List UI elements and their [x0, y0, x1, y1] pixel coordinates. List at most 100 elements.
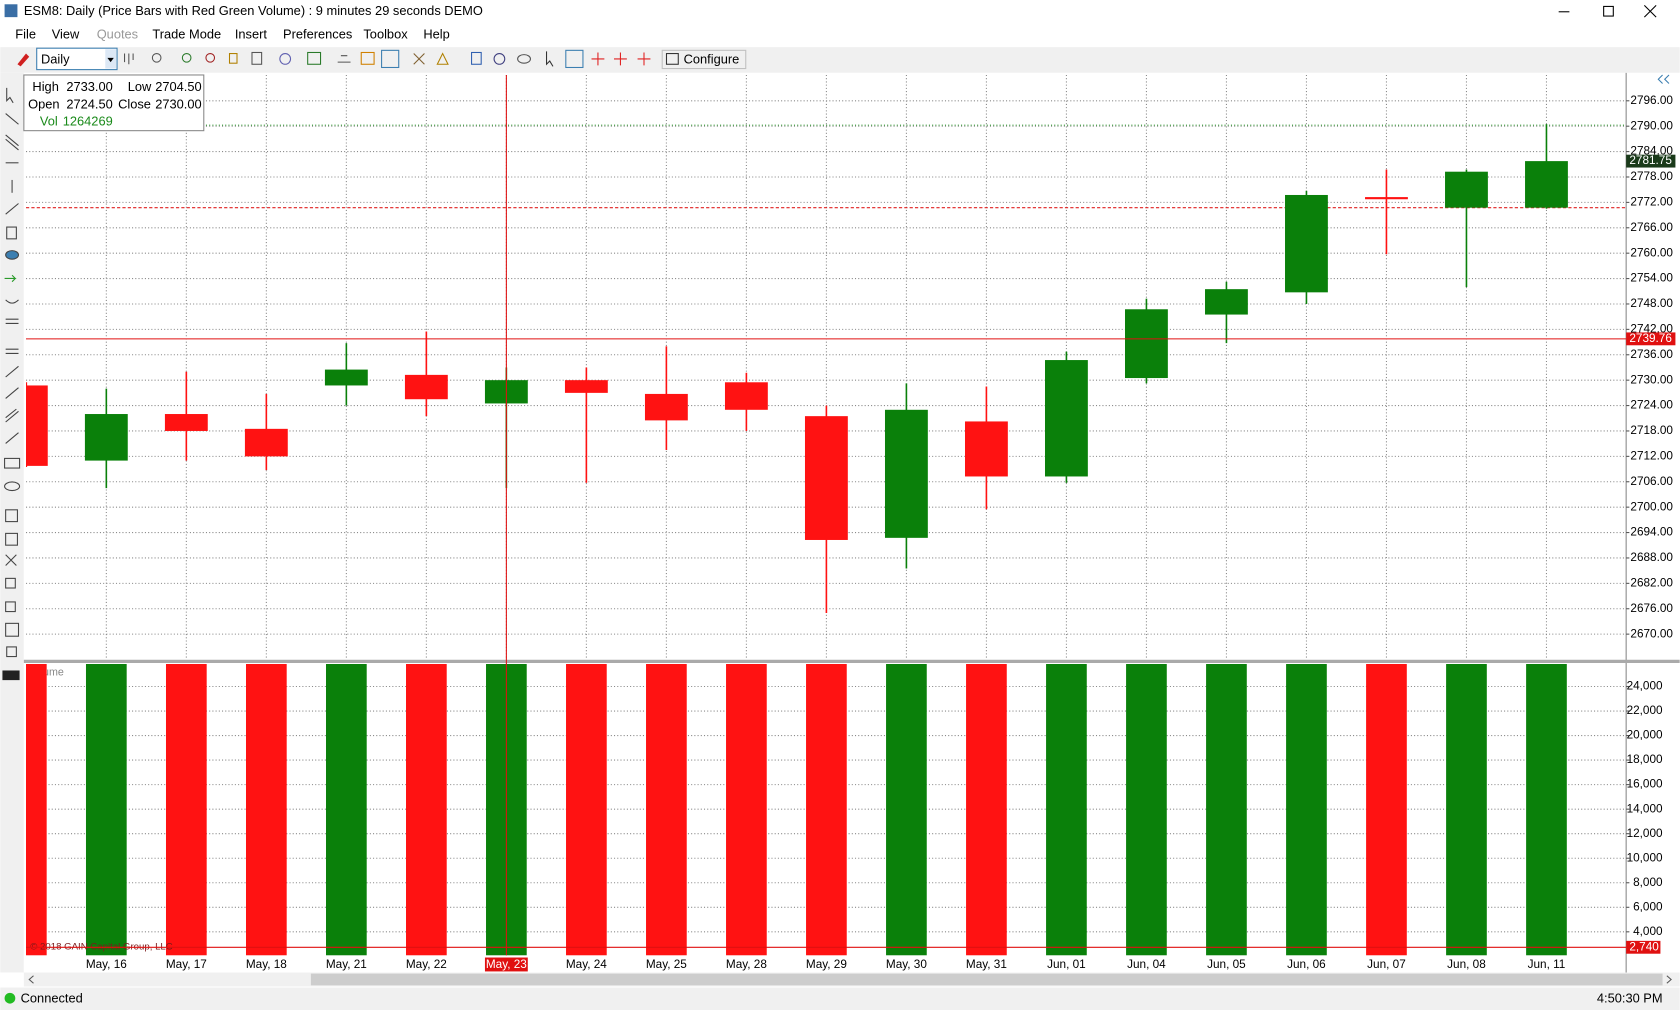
configure-button[interactable] — [661, 49, 747, 70]
collapse-icon[interactable] — [1657, 74, 1670, 84]
x-tick-label: May, 21 — [326, 958, 367, 971]
menu-item[interactable]: File — [15, 27, 36, 42]
volume-bar — [726, 664, 767, 956]
volume-bar — [1046, 664, 1087, 956]
scroll-arrows[interactable] — [28, 975, 1672, 984]
pin-icon[interactable] — [17, 53, 30, 67]
y-tick-label: 2700.00 — [1630, 500, 1673, 513]
x-tick-label: May, 24 — [566, 958, 607, 971]
candle-body — [84, 414, 128, 461]
volume-tick-label: 12,000 — [1627, 827, 1663, 840]
volume-tick-label: 22,000 — [1627, 704, 1663, 717]
candle-body — [1044, 360, 1088, 477]
drawing-tool-icons[interactable] — [4, 87, 21, 658]
volume-tick-label: 24,000 — [1627, 680, 1663, 693]
interval-combobox[interactable] — [36, 47, 118, 71]
menu-item[interactable]: Help — [423, 27, 449, 42]
y-tick-label: 2748.00 — [1630, 297, 1673, 310]
y-tick-label: 2682.00 — [1630, 576, 1673, 589]
tooltip-close: 2730.00 — [155, 96, 201, 111]
x-tick-label: Jun, 04 — [1127, 958, 1166, 971]
menu-item[interactable]: Quotes — [97, 27, 138, 42]
x-tick-label: May, 28 — [726, 958, 767, 971]
volume-bar — [646, 664, 687, 956]
volume-bar — [1206, 664, 1247, 956]
volume-bar — [245, 664, 287, 956]
close-button[interactable] — [1643, 4, 1657, 18]
connection-indicator — [4, 992, 16, 1004]
candle-body — [404, 374, 448, 400]
volume-bar — [165, 664, 207, 956]
x-tick-label: Jun, 06 — [1287, 958, 1326, 971]
volume-bar — [85, 664, 127, 956]
volume-bar — [1286, 664, 1327, 956]
x-tick-label: May, 22 — [406, 958, 447, 971]
menu-item[interactable]: Trade Mode — [152, 27, 221, 42]
volume-tick-label: 10,000 — [1627, 851, 1663, 864]
candle-body — [564, 380, 608, 393]
volume-tick-label: 20,000 — [1627, 729, 1663, 742]
menu-item[interactable]: Preferences — [283, 27, 352, 42]
y-tick-label: 2766.00 — [1630, 221, 1673, 234]
drawing-tools — [0, 72, 24, 973]
connection-status: Connected — [21, 991, 83, 1006]
x-tick-label: May, 30 — [886, 958, 927, 971]
x-tick-label: May, 16 — [86, 958, 127, 971]
volume-tick-label: 14,000 — [1627, 802, 1663, 815]
menu-item[interactable]: Insert — [235, 27, 268, 42]
y-tick-label: 2724.00 — [1630, 399, 1673, 412]
volume-tick-label: 6,000 — [1633, 900, 1663, 913]
pane-toggle[interactable] — [2, 670, 20, 681]
y-tick-label: 2694.00 — [1630, 526, 1673, 539]
tooltip-close-label: Close — [118, 96, 151, 111]
y-tick-label: 2676.00 — [1630, 602, 1673, 615]
configure-icon — [665, 53, 679, 65]
x-tick-label: May, 17 — [166, 958, 207, 971]
y-tick-label: 2706.00 — [1630, 475, 1673, 488]
menu-bar: File View Quotes Trade Mode Insert Preference… — [15, 27, 449, 42]
tooltip-open: 2724.50 — [66, 96, 112, 111]
arrow-glyph — [107, 57, 114, 63]
candle-body — [1445, 171, 1488, 208]
tooltip-vol: 1264269 — [63, 113, 113, 128]
y-tick-label: 2688.00 — [1630, 551, 1673, 564]
last-price-box — [1626, 154, 1676, 168]
app-icon — [4, 4, 18, 18]
volume-bar — [1526, 664, 1567, 956]
y-tick-label: 2784.00 — [1630, 145, 1673, 158]
volume-tick-label: 4,000 — [1633, 925, 1663, 938]
volume-bar — [326, 664, 367, 956]
candle-body — [804, 416, 848, 540]
volume-bar — [886, 664, 927, 956]
y-tick-label: 2712.00 — [1630, 449, 1673, 462]
candle-body — [164, 414, 208, 431]
status-bar — [0, 987, 1680, 1010]
candle-body — [964, 421, 1008, 477]
candle-body — [724, 382, 768, 410]
restore-button[interactable] — [1603, 5, 1614, 17]
candle-body — [244, 428, 288, 457]
x-tick-label: May, 29 — [806, 958, 847, 971]
volume-bar — [1446, 664, 1487, 956]
menu-item[interactable]: View — [52, 27, 80, 42]
volume-bar — [806, 664, 847, 956]
scroll-thumb[interactable] — [310, 973, 1663, 986]
volume-bar — [406, 664, 447, 956]
y-tick-label: 2772.00 — [1630, 195, 1673, 208]
volume-bar — [566, 664, 607, 956]
tooltip-open-label: Open — [28, 96, 59, 111]
candle-body — [1285, 194, 1328, 293]
menu-item[interactable]: Toolbox — [363, 27, 408, 42]
tooltip-low-label: Low — [128, 79, 152, 94]
ohlc-tooltip — [23, 74, 205, 132]
volume-bar — [1366, 664, 1407, 956]
price-pane — [26, 124, 1568, 613]
y-tick-label: 2778.00 — [1630, 170, 1673, 183]
y-tick-label: 2790.00 — [1630, 119, 1673, 132]
tooltip-vol-label: Vol — [40, 113, 58, 128]
tooltip-high-label: High — [32, 79, 58, 94]
candle-body — [884, 409, 928, 538]
toolbar-icons — [124, 49, 651, 69]
